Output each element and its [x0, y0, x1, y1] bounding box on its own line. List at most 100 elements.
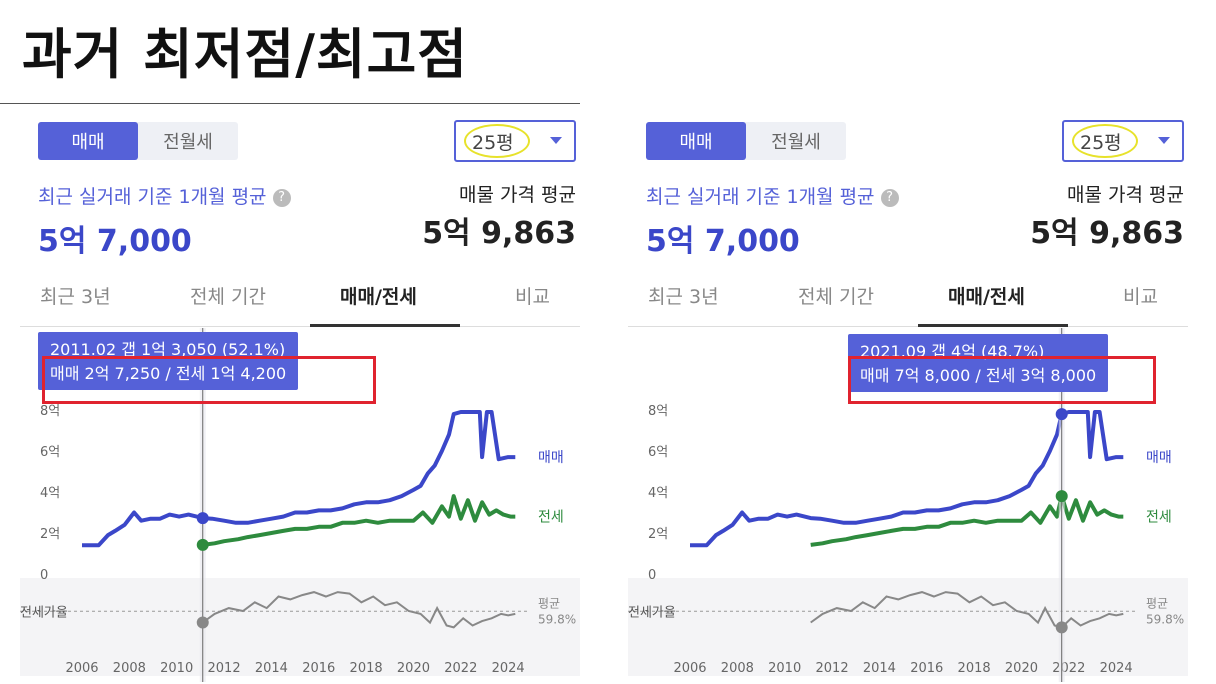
title-divider — [0, 103, 580, 104]
x-tick-label: 2008 — [113, 661, 146, 676]
x-tick-label: 2024 — [492, 661, 525, 676]
slide-title: 과거 최저점/최고점 — [22, 23, 468, 86]
sale-toggle-button[interactable]: 매매 — [38, 122, 138, 160]
ratio-cursor-point — [1055, 621, 1068, 634]
x-tick-label: 2014 — [255, 661, 288, 676]
ratio-cursor-point — [196, 616, 209, 629]
chevron-down-icon — [1158, 137, 1170, 144]
recent-average-label: 최근 실거래 기준 1개월 평균? — [646, 182, 899, 209]
jeonse-cursor-point — [1055, 490, 1068, 503]
x-tick-label: 2014 — [863, 661, 896, 676]
rent-toggle-button[interactable]: 전월세 — [163, 132, 213, 153]
listing-average-label: 매물 가격 평균 — [459, 184, 576, 206]
x-tick-label: 2022 — [444, 661, 477, 676]
x-tick-label: 2016 — [302, 661, 335, 676]
recent-average-value: 5억 7,000 — [646, 224, 800, 259]
highlight-circle — [464, 124, 530, 158]
y-tick-label: 4억 — [648, 486, 668, 501]
sale-cursor-point — [196, 512, 209, 525]
x-tick-label: 2010 — [160, 661, 193, 676]
listing-average-label: 매물 가격 평균 — [1067, 184, 1184, 206]
jeonse-series-label: 전세 — [1146, 510, 1172, 526]
size-label: 25평 — [472, 132, 514, 154]
y-tick-label: 6억 — [648, 445, 668, 460]
y-tick-label: 8억 — [40, 404, 60, 419]
size-select[interactable]: 25평 — [454, 120, 576, 162]
average-value: 59.8% — [538, 612, 576, 626]
sale-rent-toggle[interactable]: 매매 전월세 — [646, 122, 846, 160]
x-tick-label: 2020 — [397, 661, 430, 676]
ratio-label: 전세가율 — [20, 605, 68, 620]
tab-1[interactable]: 전체 기간 — [190, 286, 266, 308]
x-tick-label: 2010 — [768, 661, 801, 676]
ratio-band-background — [628, 578, 1188, 676]
average-label: 평균 — [538, 596, 560, 610]
jeonse-cursor-point — [196, 538, 209, 551]
recent-average-value: 5억 7,000 — [38, 224, 192, 259]
period-tabs: 최근 3년 전체 기간 매매/전세 비교 — [628, 272, 1188, 327]
average-label: 평균 — [1146, 596, 1168, 610]
tooltip-gap-line: 2011.02 갭 1억 3,050 (52.1%) — [50, 340, 286, 359]
tooltip-price-line: 매매 2억 7,250 / 전세 1억 4,200 — [50, 364, 287, 383]
average-value: 59.8% — [1146, 612, 1184, 626]
tab-0[interactable]: 최근 3년 — [40, 286, 111, 308]
help-icon[interactable]: ? — [880, 188, 899, 207]
size-label: 25평 — [1080, 132, 1122, 154]
recent-average-label: 최근 실거래 기준 1개월 평균? — [38, 182, 291, 209]
x-tick-label: 2016 — [910, 661, 943, 676]
x-tick-label: 2018 — [958, 661, 991, 676]
chevron-down-icon — [550, 137, 562, 144]
tab-2[interactable]: 매매/전세 — [948, 286, 1025, 308]
active-tab-underline — [918, 324, 1068, 327]
highlight-box — [848, 356, 1156, 404]
y-tick-label: 0 — [40, 568, 48, 583]
jeonse-series-label: 전세 — [538, 510, 564, 526]
jeonse-line — [810, 494, 1124, 547]
y-tick-label: 4억 — [40, 486, 60, 501]
recent-average-text: 최근 실거래 기준 1개월 평균 — [38, 186, 267, 208]
x-tick-label: 2008 — [721, 661, 754, 676]
tab-2[interactable]: 매매/전세 — [340, 286, 417, 308]
x-tick-label: 2024 — [1100, 661, 1133, 676]
ratio-label: 전세가율 — [628, 605, 676, 620]
sale-toggle-button[interactable]: 매매 — [646, 122, 746, 160]
help-icon[interactable]: ? — [272, 188, 291, 207]
size-select[interactable]: 25평 — [1062, 120, 1184, 162]
ratio-band-background — [20, 578, 580, 676]
tab-3[interactable]: 비교 — [515, 286, 550, 308]
y-tick-label: 6억 — [40, 445, 60, 460]
y-tick-label: 2억 — [648, 527, 668, 542]
listing-average-value: 5억 9,863 — [1030, 216, 1184, 251]
active-tab-underline — [310, 324, 460, 327]
price-chart: 8억 6억 4억 2억 0 2006 2008 2010 2012 2014 2016 2018 202… — [20, 328, 580, 682]
recent-average-text: 최근 실거래 기준 1개월 평균 — [646, 186, 875, 208]
cursor-tooltip: 2011.02 갭 1억 3,050 (52.1%) 매매 2억 7,250 / … — [38, 332, 299, 390]
x-tick-label: 2020 — [1005, 661, 1038, 676]
price-chart: 8억 6억 4억 2억 0 2006 2008 2010 2012 2014 2016 2018 202… — [628, 328, 1188, 682]
sale-line — [82, 410, 516, 548]
x-tick-label: 2006 — [65, 661, 98, 676]
x-tick-label: 2022 — [1052, 661, 1085, 676]
highlight-box — [42, 356, 376, 404]
x-tick-label: 2006 — [673, 661, 706, 676]
jeonse-line — [202, 494, 516, 547]
tab-3[interactable]: 비교 — [1123, 286, 1158, 308]
sale-series-label: 매매 — [538, 450, 564, 466]
tab-1[interactable]: 전체 기간 — [798, 286, 874, 308]
rent-toggle-button[interactable]: 전월세 — [771, 132, 821, 153]
ratio-line — [810, 591, 1124, 629]
listing-average-value: 5억 9,863 — [422, 216, 576, 251]
highlight-circle — [1072, 124, 1138, 158]
x-tick-label: 2012 — [208, 661, 241, 676]
y-tick-label: 2억 — [40, 527, 60, 542]
x-tick-label: 2012 — [816, 661, 849, 676]
sale-cursor-point — [1055, 408, 1068, 421]
sale-line — [690, 410, 1124, 548]
y-tick-label: 0 — [648, 568, 656, 583]
tooltip-price-line: 매매 7억 8,000 / 전세 3억 8,000 — [860, 366, 1097, 385]
period-tabs: 최근 3년 전체 기간 매매/전세 비교 — [20, 272, 580, 327]
tab-0[interactable]: 최근 3년 — [648, 286, 719, 308]
x-tick-label: 2018 — [350, 661, 383, 676]
sale-rent-toggle[interactable]: 매매 전월세 — [38, 122, 238, 160]
